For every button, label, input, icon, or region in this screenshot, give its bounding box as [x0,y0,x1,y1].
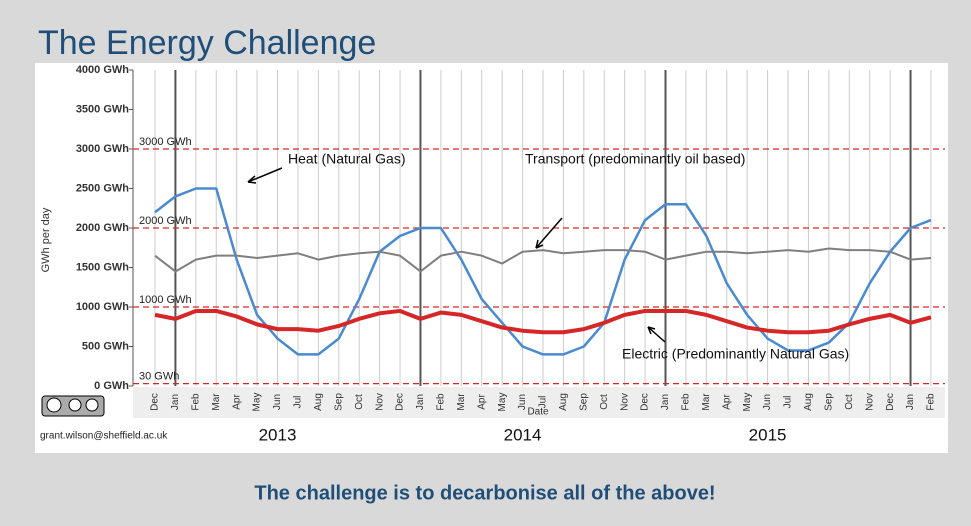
x-tick-label: Apr [721,394,732,410]
series-line [154,187,932,356]
y-tick-label: 3500 GWh [76,103,129,115]
x-tick-label: Feb [436,393,447,411]
x-tick-label: Dec [150,393,161,411]
x-tick-label: May [742,393,753,412]
y-tick-label: 4000 GWh [76,64,129,76]
x-tick-label: Jan [905,394,916,410]
x-tick-label: Aug [313,393,324,411]
x-tick-label: Mar [211,393,222,411]
author: grant.wilson@sheffield.ac.uk [40,431,168,442]
x-tick-label: Sep [578,393,589,411]
series-annotation: Heat (Natural Gas) [288,151,405,167]
x-tick-label: Jun [272,394,283,410]
x-tick-label: Jan [415,394,426,410]
x-tick-label: May [497,393,508,412]
x-tick-label: Jul [293,396,304,409]
y-tick-label: 1000 GWh [76,301,129,313]
y-tick-label: 3000 GWh [76,143,129,155]
x-tick-label: Oct [844,394,855,410]
series-annotation: Electric (Predominantly Natural Gas) [622,346,849,362]
x-tick-label: May [252,393,263,412]
series-line [154,308,932,335]
x-tick-label: Feb [681,393,692,411]
arrows [247,167,666,343]
x-tick-label: Jun [762,394,773,410]
x-tick-label: Aug [558,393,569,411]
x-tick-label: Dec [640,393,651,411]
year-label: 2013 [259,425,297,444]
caption: The challenge is to decarbonise all of t… [254,482,715,504]
x-tick-label: Aug [803,393,814,411]
x-tick-label: Jul [783,396,794,409]
x-tick-label: Mar [456,393,467,411]
x-axis-band [133,387,945,418]
reference-label: 30 GWh [139,371,179,383]
x-tick-label: Jan [170,394,181,410]
series-line [154,247,932,273]
y-tick-label: 0 GWh [94,380,129,392]
x-tick-label: Sep [824,393,835,411]
reference-label: 1000 GWh [139,294,192,306]
x-tick-label: Jul [538,396,549,409]
x-tick-label: Nov [864,393,875,411]
cc-badge [41,395,105,417]
x-tick-label: Feb [926,393,937,411]
y-axis-label: GWh per day [40,207,52,272]
x-tick-label: Mar [701,393,712,411]
year-label: 2014 [504,425,542,444]
x-axis-label: Date [527,407,549,418]
x-tick-label: Nov [374,393,385,411]
y-tick-label: 500 GWh [82,340,129,352]
x-tick-label: Jan [660,394,671,410]
x-tick-label: Jun [517,394,528,410]
y-tick-label: 1500 GWh [76,261,129,273]
x-tick-label: Dec [395,393,406,411]
y-tick-label: 2500 GWh [76,182,129,194]
series-annotation: Transport (predominantly oil based) [525,151,745,167]
x-tick-label: Apr [231,394,242,410]
x-tick-label: Sep [333,393,344,411]
x-tick-label: Dec [885,393,896,411]
x-tick-label: Feb [190,393,201,411]
slide-title: The Energy Challenge [38,24,376,62]
reference-label: 3000 GWh [139,136,192,148]
x-tick-label: Oct [599,394,610,410]
reference-label: 2000 GWh [139,215,192,227]
x-tick-label: Nov [619,393,630,411]
x-tick-label: Apr [476,394,487,410]
x-tick-label: Oct [354,394,365,410]
y-tick-label: 2000 GWh [76,222,129,234]
year-label: 2015 [749,425,787,444]
